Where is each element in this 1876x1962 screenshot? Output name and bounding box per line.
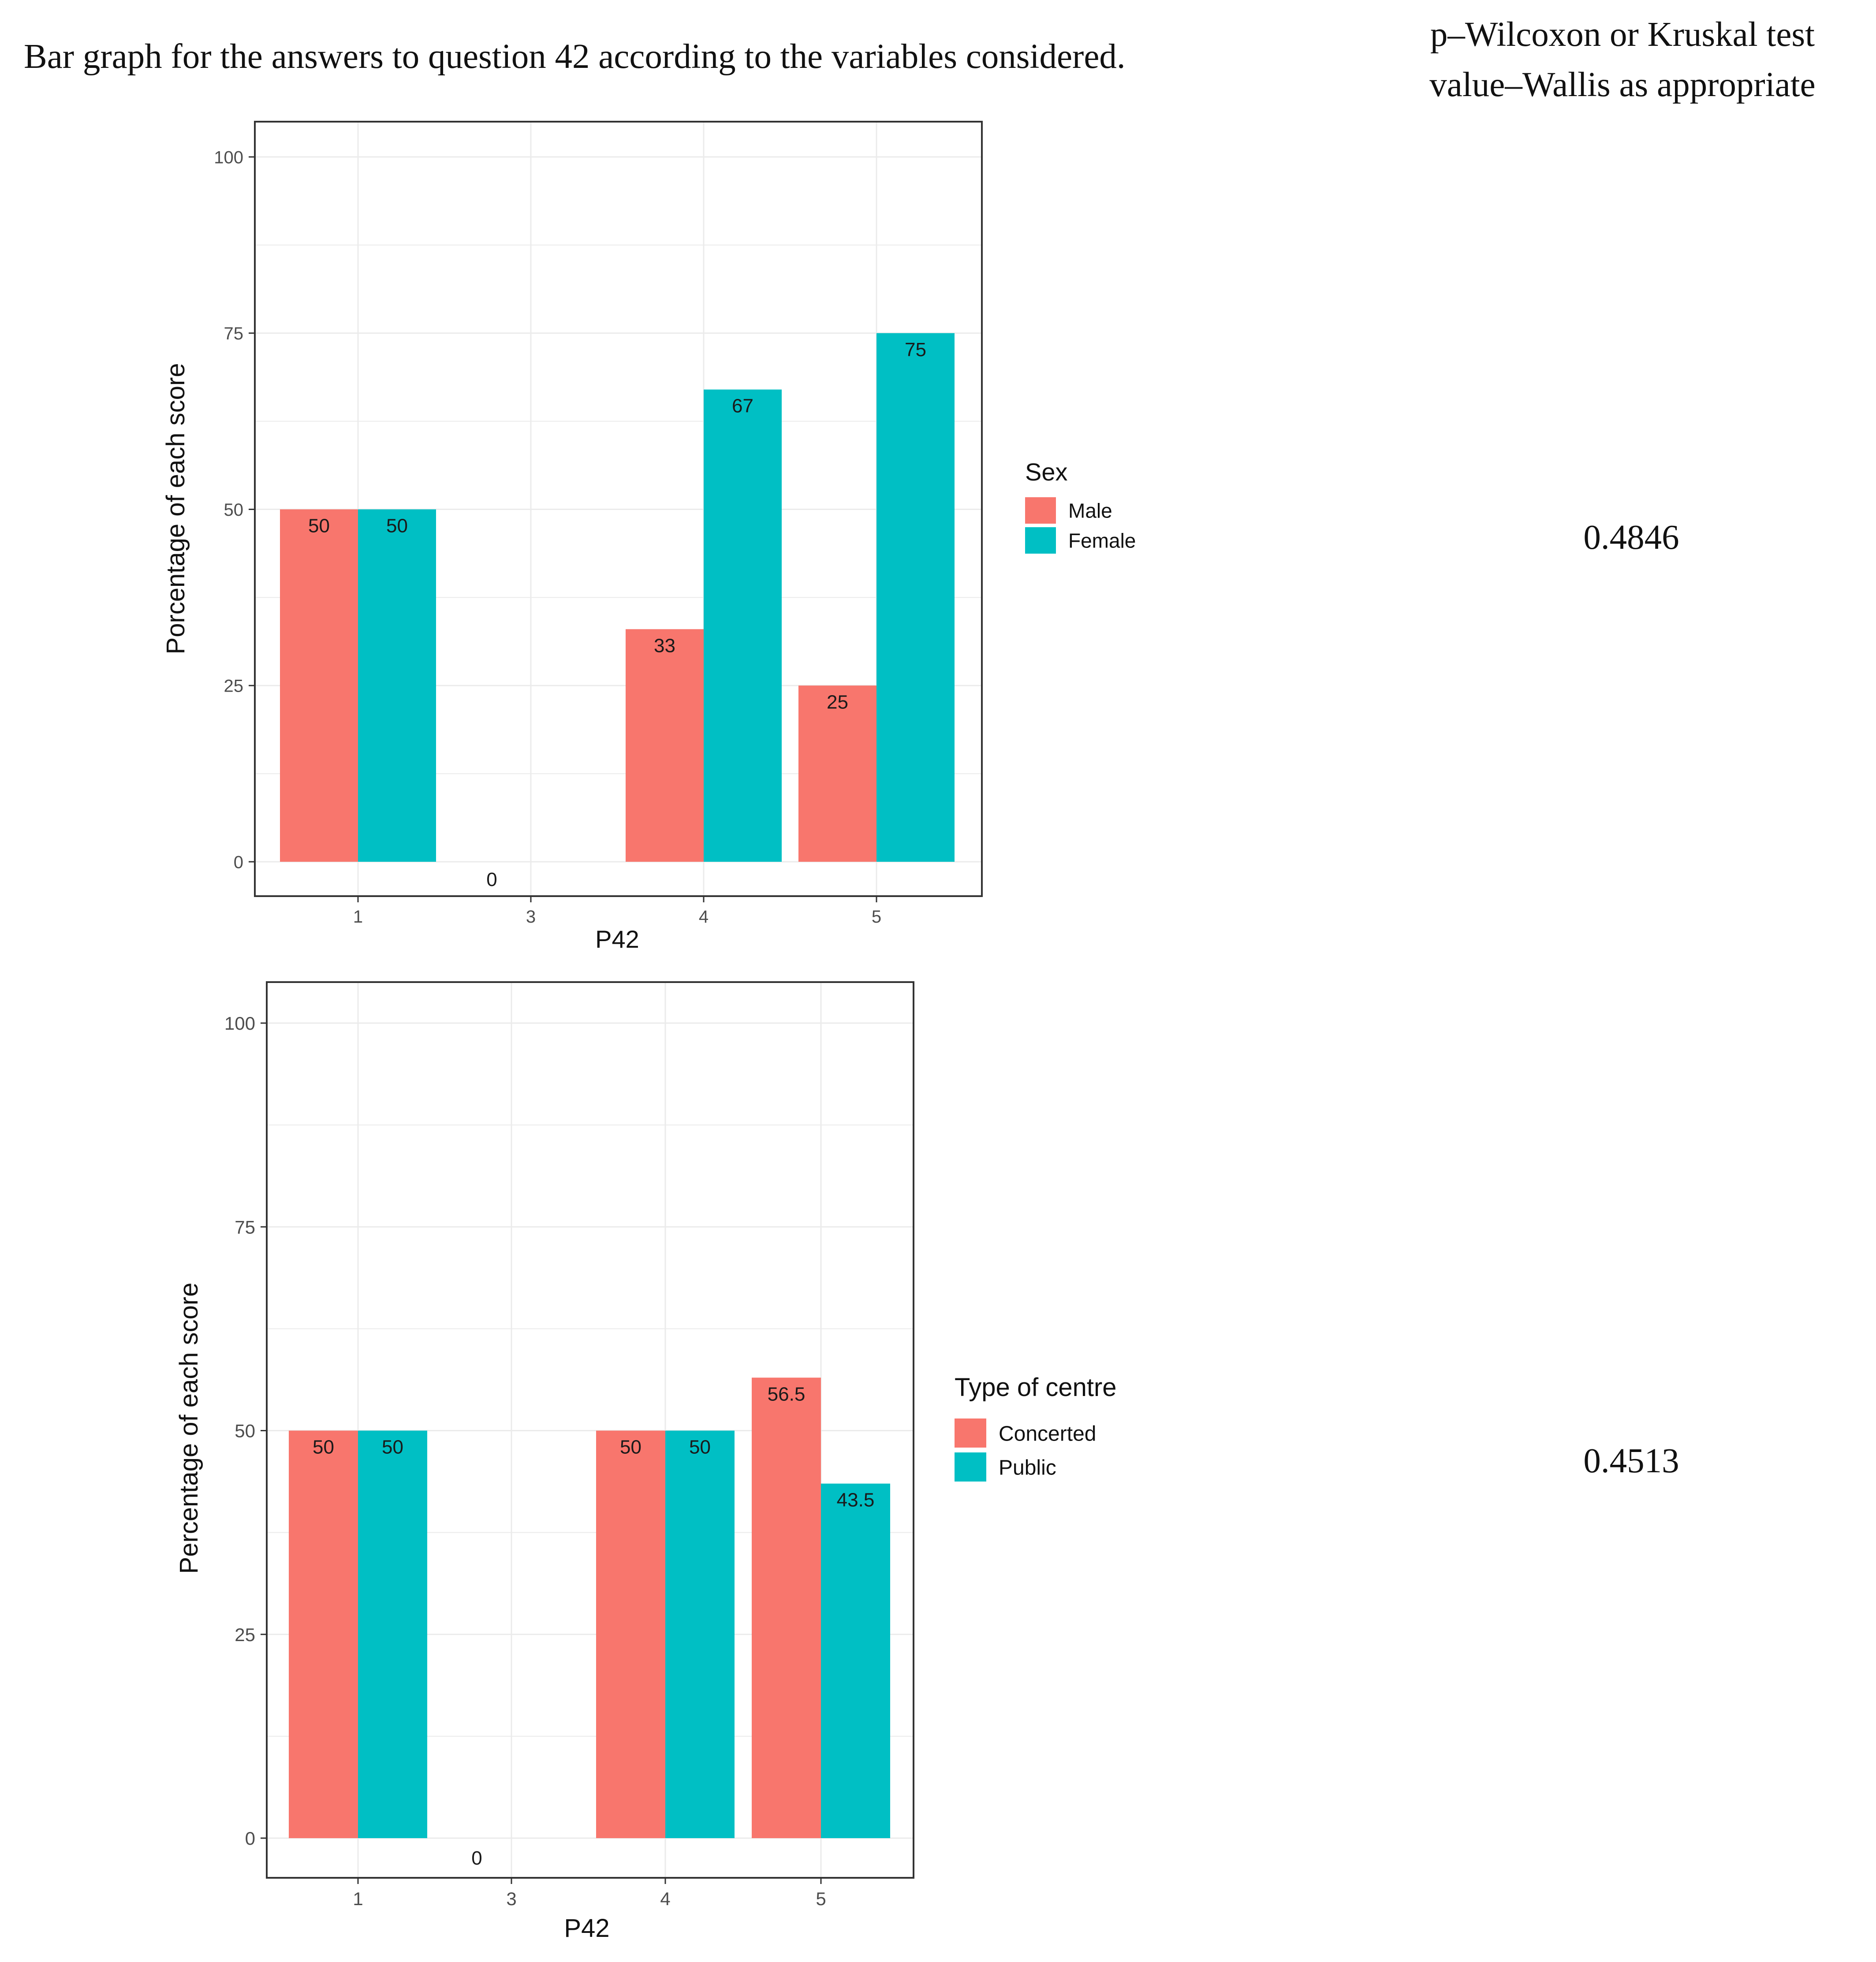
chart2-y-axis-title: Percentage of each score bbox=[175, 1283, 203, 1574]
chart2-bar-concerted-4 bbox=[596, 1430, 665, 1838]
pvalue-header-line2: value–Wallis as appropriate bbox=[1429, 66, 1816, 104]
chart2-bar-concerted-1 bbox=[289, 1430, 358, 1838]
chart1-x-tick-label: 3 bbox=[526, 907, 536, 927]
chart1-y-tick-label: 25 bbox=[224, 677, 244, 696]
chart1-bar-female-5 bbox=[876, 333, 955, 862]
chart2-x-tick-label: 5 bbox=[816, 1888, 826, 1909]
chart2-data-label-public-1: 50 bbox=[382, 1437, 403, 1458]
chart1-x-axis-title: P42 bbox=[595, 925, 639, 953]
chart2-legend-key-concerted bbox=[955, 1418, 986, 1448]
chart2-bar-concerted-5 bbox=[752, 1377, 821, 1838]
chart2-bar-public-5 bbox=[821, 1483, 890, 1838]
chart1-x-tick-label: 1 bbox=[353, 907, 363, 927]
chart2-data-label-public-4: 50 bbox=[689, 1437, 711, 1458]
chart2-data-label-concerted-3: 0 bbox=[471, 1847, 482, 1869]
chart2-y-tick-label: 0 bbox=[245, 1828, 255, 1849]
chart2-data-label-concerted-1: 50 bbox=[313, 1437, 334, 1458]
chart2-y-tick-label: 75 bbox=[235, 1217, 255, 1237]
chart1-data-label-male-3: 0 bbox=[486, 869, 497, 890]
chart1-y-tick-label: 75 bbox=[224, 324, 244, 343]
chart1-data-label-female-5: 75 bbox=[905, 339, 926, 361]
chart2-legend-label-concerted: Concerted bbox=[999, 1422, 1096, 1445]
pvalue-chart-1: 0.4846 bbox=[1583, 518, 1679, 557]
chart1-legend-label-female: Female bbox=[1068, 529, 1136, 552]
chart1-y-tick-label: 50 bbox=[224, 500, 244, 520]
chart2-x-tick-label: 1 bbox=[353, 1888, 363, 1909]
chart2-y-tick-label: 100 bbox=[224, 1013, 255, 1034]
pvalue-header: p–Wilcoxon or Kruskal test value–Wallis … bbox=[1380, 10, 1865, 110]
figure-caption: Bar graph for the answers to question 42… bbox=[24, 37, 1126, 76]
pvalue-header-line1: p–Wilcoxon or Kruskal test bbox=[1430, 15, 1815, 54]
chart2-legend-key-public bbox=[955, 1452, 986, 1482]
chart2-bar-public-1 bbox=[358, 1430, 427, 1838]
chart1-y-tick-label: 0 bbox=[234, 853, 243, 872]
chart1-data-label-female-1: 50 bbox=[386, 515, 408, 537]
chart1-legend-key-female bbox=[1025, 527, 1056, 554]
chart1-bar-female-1 bbox=[358, 509, 436, 862]
chart1-bar-female-4 bbox=[704, 389, 782, 862]
chart1-y-axis-title: Porcentage of each score bbox=[161, 363, 190, 655]
chart1-x-tick-label: 5 bbox=[872, 907, 881, 927]
chart1-y-tick-label: 100 bbox=[214, 148, 243, 167]
chart2-data-label-concerted-5: 56.5 bbox=[768, 1383, 806, 1405]
chart2-y-tick-label: 50 bbox=[235, 1421, 255, 1441]
chart2-data-label-concerted-4: 50 bbox=[620, 1437, 641, 1458]
pvalue-chart-2: 0.4513 bbox=[1583, 1442, 1679, 1480]
chart2-legend-label-public: Public bbox=[999, 1456, 1056, 1479]
chart2-bar-public-4 bbox=[665, 1430, 735, 1838]
chart1-bar-male-5 bbox=[798, 685, 876, 862]
chart1-legend-title: Sex bbox=[1025, 458, 1068, 486]
chart2-x-tick-label: 3 bbox=[506, 1888, 516, 1909]
chart1-legend-label-male: Male bbox=[1068, 499, 1112, 522]
chart2-x-tick-label: 4 bbox=[660, 1888, 670, 1909]
chart1-data-label-male-1: 50 bbox=[308, 515, 330, 537]
chart2-y-tick-label: 25 bbox=[235, 1624, 255, 1645]
chart2-legend-title: Type of centre bbox=[955, 1373, 1117, 1402]
chart2-x-axis-title: P42 bbox=[564, 1914, 609, 1943]
chart1-data-label-female-4: 67 bbox=[732, 395, 753, 417]
chart2-data-label-public-5: 43.5 bbox=[837, 1489, 875, 1511]
chart1-data-label-male-5: 25 bbox=[827, 691, 848, 713]
chart1-x-tick-label: 4 bbox=[699, 907, 709, 927]
chart1-legend-key-male bbox=[1025, 497, 1056, 524]
chart1-bar-male-4 bbox=[626, 629, 704, 862]
chart1-data-label-male-4: 33 bbox=[654, 635, 675, 656]
chart1-bar-male-1 bbox=[280, 509, 358, 862]
